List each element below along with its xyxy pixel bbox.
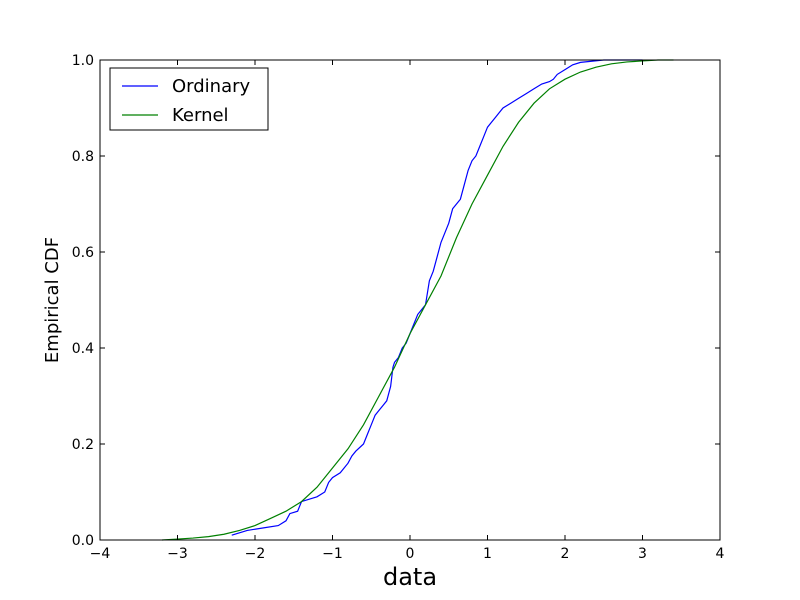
- y-tick-label: 0.4: [72, 341, 94, 357]
- y-tick-label: 0.8: [72, 149, 94, 165]
- legend-box: [109, 67, 269, 131]
- x-tick-label: 3: [638, 546, 647, 562]
- y-axis-title: Empirical CDF: [42, 237, 63, 363]
- ticks-layer: −4 −3 −2 −1 0 1 2 3 4 0.0 0.2 0.4 0.6 0.8 1.0: [72, 53, 725, 562]
- y-tick-label: 0.0: [72, 533, 94, 549]
- x-tick-label: 0: [406, 546, 415, 562]
- x-axis-title: data: [383, 563, 437, 591]
- legend-label-ordinary: Ordinary: [172, 76, 251, 97]
- series-line-kernel: [161, 59, 674, 541]
- x-tick-label: −3: [167, 546, 188, 562]
- x-tick-label: 4: [716, 546, 725, 562]
- y-tick-label: 0.6: [72, 245, 94, 261]
- x-tick-label: 1: [483, 546, 492, 562]
- y-tick-label: 1.0: [72, 53, 94, 69]
- x-tick-label: −4: [90, 546, 111, 562]
- y-tick-label: 0.2: [72, 437, 94, 453]
- legend-label-kernel: Kernel: [172, 105, 229, 126]
- plot-area: [100, 60, 720, 540]
- x-tick-label: 2: [561, 546, 570, 562]
- series-layer: [161, 59, 674, 541]
- legend: Ordinary Kernel: [109, 67, 269, 131]
- x-tick-label: −2: [245, 546, 266, 562]
- x-tick-label: −1: [322, 546, 343, 562]
